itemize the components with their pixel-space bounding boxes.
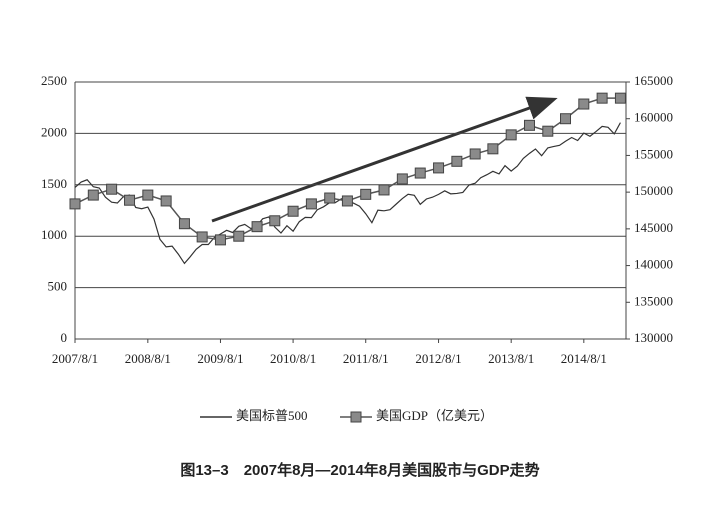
gdp-marker xyxy=(523,119,535,131)
gdp-marker xyxy=(178,218,190,230)
x-tick-label: 2010/8/1 xyxy=(270,351,316,366)
gdp-marker xyxy=(341,195,353,207)
gdp-marker xyxy=(69,198,81,210)
series-line xyxy=(74,97,621,241)
gdp-marker xyxy=(451,155,463,167)
gdp-marker xyxy=(251,221,263,233)
y2-tick-label: 140000 xyxy=(634,257,673,272)
legend-label: 美国标普500 xyxy=(236,408,308,423)
y-tick-label: 500 xyxy=(48,279,68,294)
gdp-marker xyxy=(378,184,390,196)
legend-label: 美国GDP（亿美元） xyxy=(376,408,493,423)
gdp-marker xyxy=(87,189,99,201)
gdp-marker xyxy=(360,188,372,200)
y-tick-label: 0 xyxy=(61,330,68,345)
gdp-marker xyxy=(596,92,608,104)
y2-tick-label: 165000 xyxy=(634,73,673,88)
gdp-marker xyxy=(505,129,517,141)
y2-tick-label: 135000 xyxy=(634,293,673,308)
gdp-marker xyxy=(124,194,136,206)
gdp-marker xyxy=(160,195,172,207)
gdp-marker xyxy=(414,167,426,179)
gdp-marker xyxy=(269,215,281,227)
y2-tick-label: 130000 xyxy=(634,330,673,345)
y2-tick-label: 160000 xyxy=(634,110,673,125)
trend-arrow xyxy=(211,96,558,223)
y2-tick-label: 155000 xyxy=(634,146,673,161)
x-tick-label: 2009/8/1 xyxy=(197,351,243,366)
gdp-marker xyxy=(396,173,408,185)
gdp-marker xyxy=(142,189,154,201)
y-tick-label: 1000 xyxy=(41,227,67,242)
y-tick-label: 1500 xyxy=(41,176,67,191)
gdp-marker xyxy=(469,148,481,160)
gdp-marker xyxy=(614,92,626,104)
x-tick-label: 2008/8/1 xyxy=(125,351,171,366)
gdp-marker xyxy=(560,113,572,125)
x-tick-label: 2011/8/1 xyxy=(343,351,389,366)
y-tick-label: 2500 xyxy=(41,73,67,88)
gdp-marker xyxy=(324,192,336,204)
y-tick-label: 2000 xyxy=(41,124,67,139)
gdp-marker xyxy=(233,230,245,242)
gdp-marker xyxy=(578,98,590,110)
series-line xyxy=(74,122,621,265)
gdp-marker xyxy=(214,234,226,246)
gdp-marker xyxy=(433,162,445,174)
gdp-marker xyxy=(106,183,118,195)
x-tick-label: 2007/8/1 xyxy=(52,351,98,366)
x-tick-label: 2012/8/1 xyxy=(415,351,461,366)
gdp-marker xyxy=(542,125,554,137)
gdp-marker xyxy=(287,205,299,217)
caption: 图13–3 2007年8月—2014年8月美国股市与GDP走势 xyxy=(180,461,539,479)
y2-tick-label: 150000 xyxy=(634,183,673,198)
gdp-marker xyxy=(305,198,317,210)
gdp-marker xyxy=(196,231,208,243)
legend-marker xyxy=(350,411,362,423)
y2-tick-label: 145000 xyxy=(634,220,673,235)
x-tick-label: 2014/8/1 xyxy=(561,351,607,366)
x-tick-label: 2013/8/1 xyxy=(488,351,534,366)
gdp-marker xyxy=(487,143,499,155)
